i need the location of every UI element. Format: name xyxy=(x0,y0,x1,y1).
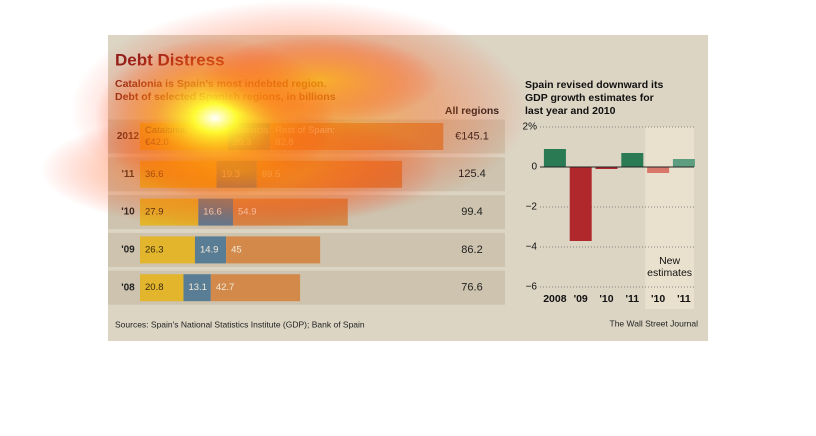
x-tick-label: '11 xyxy=(677,293,691,305)
y-tick-label: −2 xyxy=(526,202,538,213)
total-label: €145.1 xyxy=(455,130,489,142)
x-tick-label: '10 xyxy=(651,293,665,305)
total-label: 125.4 xyxy=(458,168,486,180)
data-label: 19.3 xyxy=(221,169,240,180)
x-tick-label: 2008 xyxy=(543,293,567,305)
bar xyxy=(569,167,592,241)
totals-header: All regions xyxy=(445,105,499,117)
data-label: 20.3 xyxy=(233,137,252,148)
bar xyxy=(647,167,670,173)
y-tick-label: 2% xyxy=(523,122,538,133)
legend-label: Catalonia: xyxy=(145,125,188,136)
y-tick-label: '09 xyxy=(121,245,135,256)
x-tick-label: '10 xyxy=(599,293,613,305)
source-note: Sources: Spain's National Statistics Ins… xyxy=(115,319,365,329)
legend-label: Rest of Spain: xyxy=(275,125,335,136)
bar xyxy=(595,167,618,169)
bar-segment xyxy=(210,274,301,302)
data-label: 13.1 xyxy=(188,282,207,293)
chart-title: GDP growth estimates for xyxy=(525,92,654,104)
chart-subtitle: Debt of selected Spanish regions, in bil… xyxy=(115,91,336,103)
bar xyxy=(543,149,566,167)
data-label: 42.7 xyxy=(216,282,235,293)
data-label: 16.6 xyxy=(203,207,222,218)
data-label: 69.5 xyxy=(262,169,281,180)
chart-title: Debt Distress xyxy=(115,50,225,69)
y-tick-label: −4 xyxy=(526,242,538,253)
data-label: 20.8 xyxy=(145,282,164,293)
annotation: estimates xyxy=(647,267,692,279)
bar xyxy=(621,153,644,167)
bar-segment xyxy=(140,236,195,264)
data-label: 45 xyxy=(231,244,242,255)
y-tick-label: 2012 xyxy=(117,131,140,142)
data-label: 36.6 xyxy=(145,169,164,180)
chart-subtitle: Catalonia is Spain's most indebted regio… xyxy=(115,78,326,90)
bar-segment xyxy=(183,274,211,302)
bar-segment xyxy=(226,236,321,264)
legend-label: Valencia: xyxy=(233,125,271,136)
y-tick-label: −6 xyxy=(526,282,538,293)
data-label: 26.3 xyxy=(145,244,164,255)
total-label: 86.2 xyxy=(461,244,482,256)
x-tick-label: '09 xyxy=(574,293,588,305)
chart-title: Spain revised downward its xyxy=(525,79,663,91)
data-label: 14.9 xyxy=(200,244,219,255)
y-tick-label: '11 xyxy=(122,169,135,180)
chart-title: last year and 2010 xyxy=(525,105,616,117)
data-label: 27.9 xyxy=(145,207,164,218)
data-label: 82.8 xyxy=(275,137,294,148)
y-tick-label: 0 xyxy=(531,162,537,173)
y-tick-label: '10 xyxy=(121,207,135,218)
annotation: New xyxy=(659,255,680,267)
estimate-region xyxy=(645,127,694,309)
total-label: 76.6 xyxy=(461,282,482,294)
bar-segment xyxy=(194,236,227,264)
data-label: €42.0 xyxy=(145,137,169,148)
credit: The Wall Street Journal xyxy=(610,318,699,328)
total-label: 99.4 xyxy=(461,206,482,218)
y-tick-label: '08 xyxy=(121,282,135,293)
x-tick-label: '11 xyxy=(625,293,639,305)
bar xyxy=(672,159,695,167)
data-label: 54.9 xyxy=(238,207,257,218)
bar-segment xyxy=(140,274,184,302)
